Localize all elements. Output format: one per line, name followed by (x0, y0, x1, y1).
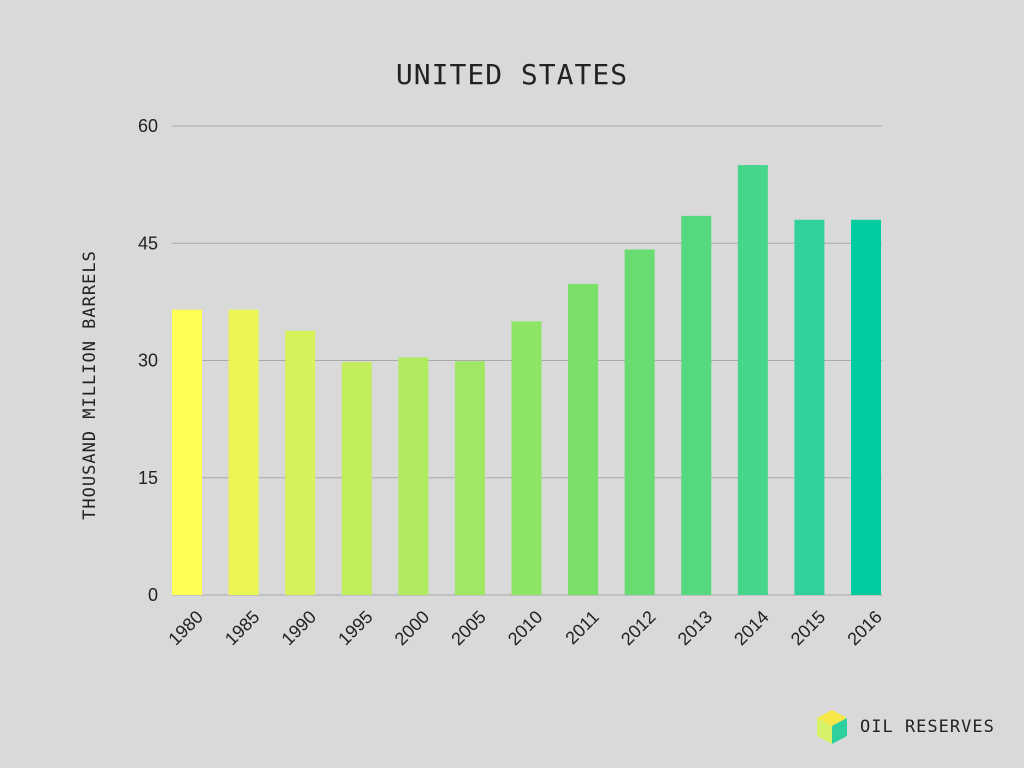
y-tick-labels: 0 15 30 45 60 (138, 116, 158, 605)
bar-2011 (568, 283, 599, 595)
x-tick-label: 2013 (674, 607, 716, 649)
bar-2000 (398, 357, 429, 595)
cube-icon (817, 710, 847, 744)
bar-1985 (228, 309, 259, 595)
x-tick-label: 2012 (617, 607, 659, 649)
bar-2005 (454, 361, 485, 595)
y-tick-label: 0 (148, 585, 158, 605)
x-tick-label: 2011 (561, 607, 603, 649)
x-tick-label: 2014 (730, 607, 772, 649)
x-tick-label: 2015 (787, 607, 829, 649)
bar-2014 (737, 165, 768, 596)
x-tick-label: 2010 (504, 607, 546, 649)
y-tick-label: 15 (138, 468, 158, 488)
bar-2015 (794, 219, 825, 596)
y-tick-label: 30 (138, 351, 158, 371)
x-tick-label: 1980 (164, 607, 206, 649)
bar-2012 (624, 249, 655, 595)
bar-1980 (172, 309, 202, 595)
bars (172, 165, 881, 596)
bar-2016 (851, 219, 881, 596)
y-tick-label: 45 (138, 233, 158, 253)
brand-label: OIL RESERVES (860, 717, 995, 737)
bar-2013 (681, 215, 712, 595)
chart-title: UNITED STATES (395, 58, 629, 91)
x-tick-label: 2016 (843, 607, 885, 649)
x-tick-labels: 1980 1985 1990 1995 2000 2005 2010 2011 2012 2013… (164, 607, 885, 649)
bar-1990 (285, 330, 316, 595)
x-tick-label: 2000 (391, 607, 433, 649)
x-tick-label: 1995 (334, 607, 376, 649)
x-tick-label: 1985 (221, 607, 263, 649)
bar-1995 (341, 362, 372, 595)
brand: OIL RESERVES (816, 709, 995, 745)
y-tick-label: 60 (138, 116, 158, 136)
x-tick-label: 2005 (447, 607, 489, 649)
x-tick-label: 1990 (278, 607, 320, 649)
bar-2010 (511, 321, 542, 595)
